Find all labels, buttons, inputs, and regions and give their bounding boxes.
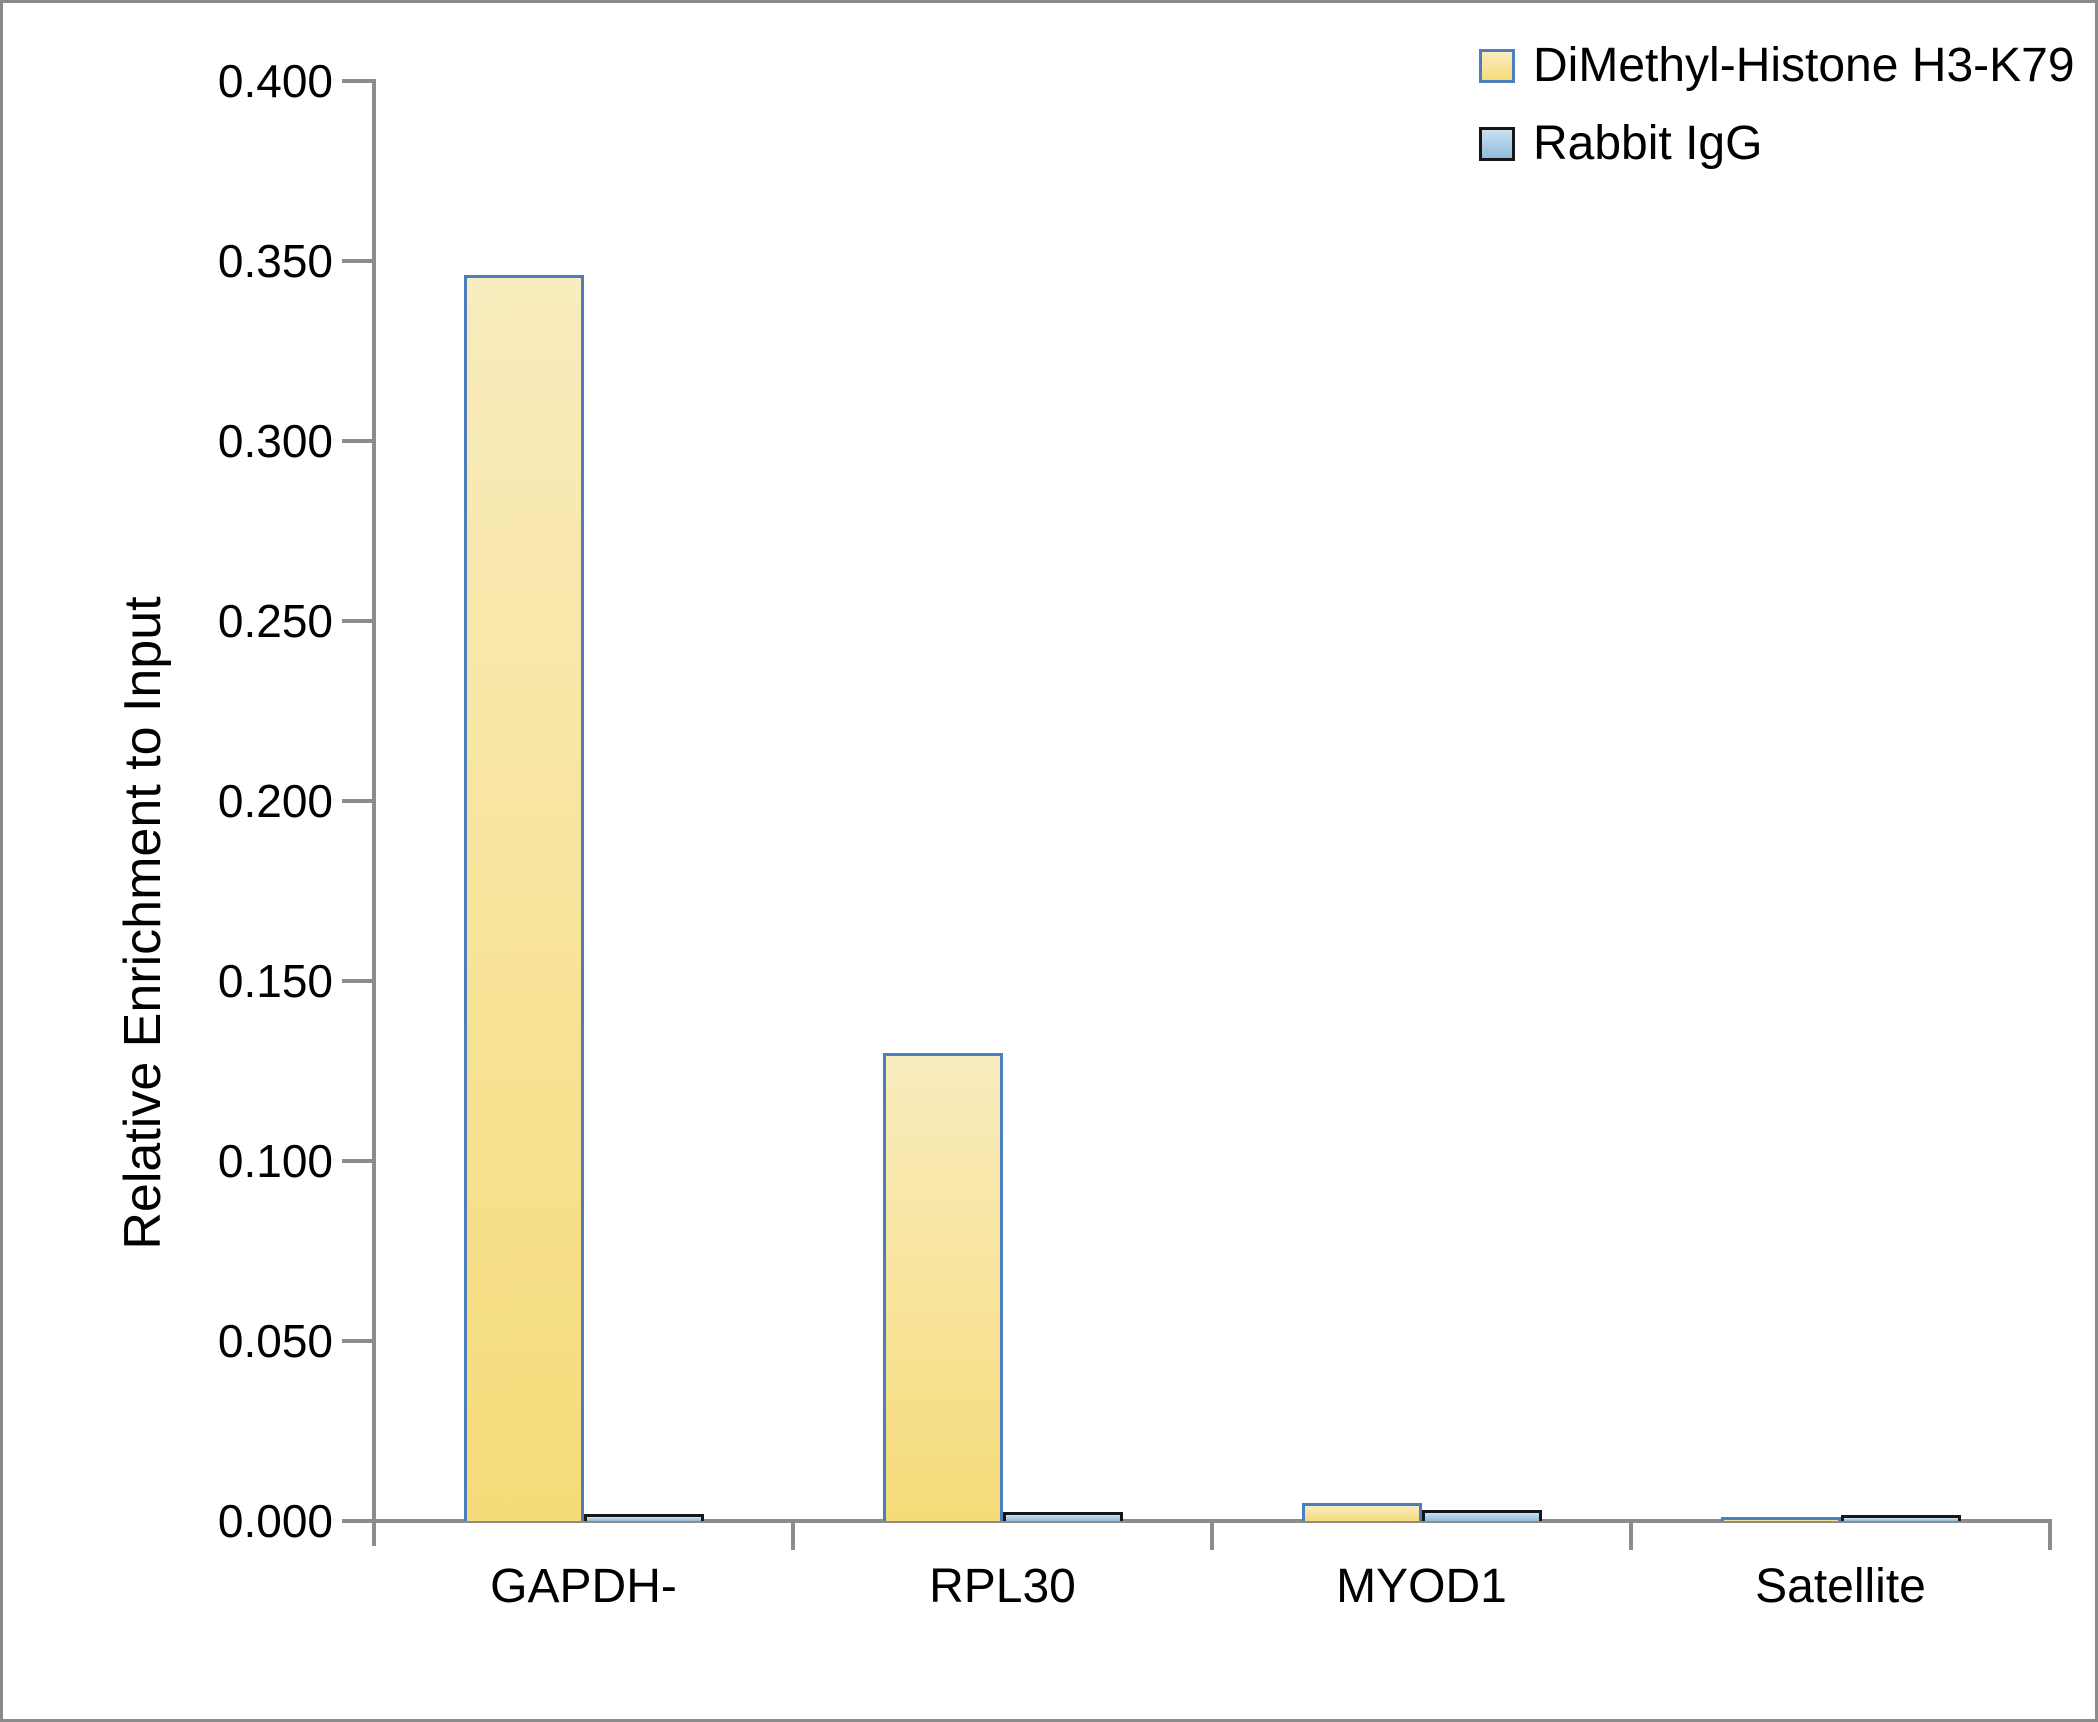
x-category-label: GAPDH- [490,1560,677,1613]
y-tick-label: 0.250 [217,595,333,647]
x-category-label: RPL30 [929,1560,1076,1613]
y-tick-mark [342,1519,372,1523]
y-tick-mark [342,79,372,83]
legend-swatch-icon [1479,127,1515,161]
bar-series1-RPL30 [882,1053,1003,1521]
x-category-label: Satellite [1755,1560,1926,1613]
legend-label: Rabbit IgG [1533,117,1763,170]
bar-series2-MYOD1 [1421,1510,1542,1521]
y-axis-line [372,79,376,1546]
y-tick-mark [342,1339,372,1343]
legend-item-2: Rabbit IgG [1479,117,1762,171]
bar-series2-RPL30 [1002,1512,1123,1521]
y-tick-mark [342,259,372,263]
y-tick-label: 0.100 [217,1135,333,1187]
y-tick-label: 0.050 [217,1315,333,1367]
x-tick-mark [791,1519,795,1550]
bar-series1-MYOD1 [1301,1503,1422,1521]
legend-item-1: DiMethyl-Histone H3-K79 [1479,39,2075,93]
y-tick-mark [342,979,372,983]
legend-label: DiMethyl-Histone H3-K79 [1533,39,2075,92]
y-tick-mark [342,439,372,443]
bar-series2-Satellite [1840,1515,1961,1521]
x-category-label: MYOD1 [1336,1560,1507,1613]
bar-series2-GAPDH- [583,1514,704,1521]
y-tick-label: 0.400 [217,55,333,107]
bar-series1-GAPDH- [463,275,584,1521]
y-tick-label: 0.000 [217,1495,333,1547]
x-tick-mark [1629,1519,1633,1550]
y-tick-label: 0.200 [217,775,333,827]
legend-swatch-icon [1479,49,1515,83]
y-tick-mark [342,619,372,623]
bar-series1-Satellite [1720,1517,1841,1521]
x-tick-mark [1210,1519,1214,1550]
y-tick-label: 0.150 [217,955,333,1007]
y-tick-mark [342,799,372,803]
y-tick-mark [342,1159,372,1163]
x-tick-mark [2048,1519,2052,1550]
y-tick-label: 0.300 [217,415,333,467]
y-tick-label: 0.350 [217,235,333,287]
